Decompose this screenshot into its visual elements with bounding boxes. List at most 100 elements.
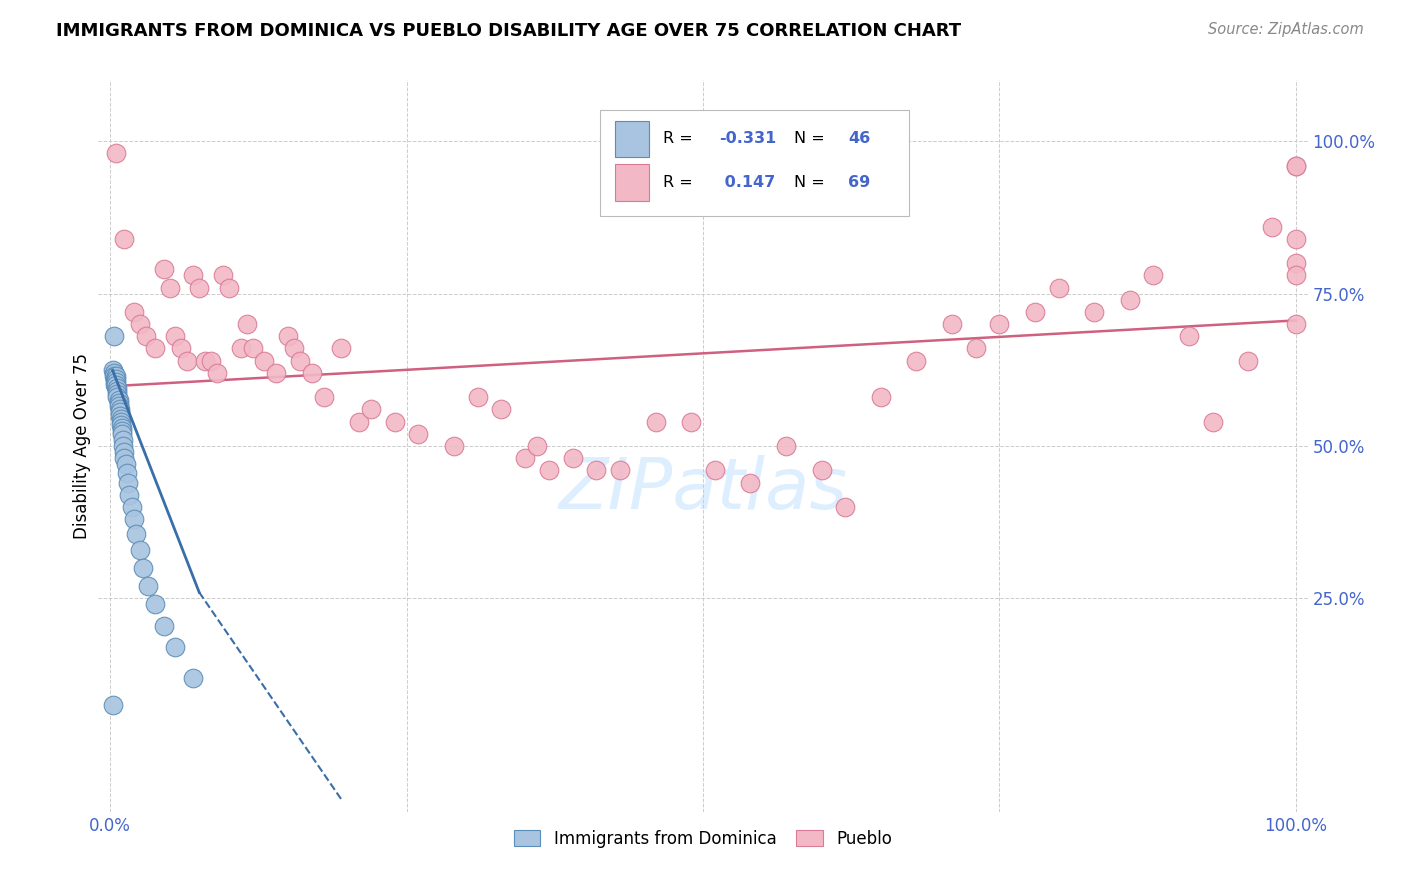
Text: Source: ZipAtlas.com: Source: ZipAtlas.com [1208, 22, 1364, 37]
Point [212, 268, 235, 283]
Point [205, 366, 228, 380]
Point [941, 317, 963, 331]
Point [135, 329, 157, 343]
Point [264, 366, 287, 380]
Text: 46: 46 [848, 131, 870, 146]
Point [360, 402, 382, 417]
Point [1285, 232, 1308, 246]
Point [561, 451, 583, 466]
Text: 0.147: 0.147 [718, 175, 775, 190]
Point [105, 390, 128, 404]
Point [181, 671, 204, 685]
Point [107, 396, 129, 410]
Text: -0.331: -0.331 [718, 131, 776, 146]
Point [122, 512, 145, 526]
Point [537, 463, 560, 477]
Point [330, 342, 353, 356]
Point [200, 353, 222, 368]
Point [1142, 268, 1164, 283]
Point [609, 463, 631, 477]
Point [170, 342, 193, 356]
Point [108, 405, 131, 419]
Point [165, 640, 187, 655]
Text: R =: R = [664, 131, 697, 146]
Point [122, 305, 145, 319]
FancyBboxPatch shape [614, 120, 648, 157]
FancyBboxPatch shape [614, 164, 648, 201]
Point [1237, 353, 1260, 368]
Point [143, 342, 166, 356]
Point [107, 400, 129, 414]
Point [105, 146, 128, 161]
Point [194, 353, 217, 368]
Point [1285, 159, 1308, 173]
Point [834, 500, 856, 514]
Point [108, 402, 131, 417]
Point [188, 280, 211, 294]
Point [117, 475, 139, 490]
Point [1285, 256, 1308, 270]
Point [105, 381, 128, 395]
Point [965, 342, 987, 356]
Point [988, 317, 1011, 331]
Point [218, 280, 240, 294]
Point [775, 439, 797, 453]
Point [105, 368, 128, 383]
Point [585, 463, 607, 477]
Point [118, 488, 141, 502]
Point [159, 280, 181, 294]
Point [110, 411, 132, 425]
Point [242, 342, 264, 356]
FancyBboxPatch shape [600, 110, 908, 216]
Point [103, 368, 125, 383]
Legend: Immigrants from Dominica, Pueblo: Immigrants from Dominica, Pueblo [508, 823, 898, 855]
Point [703, 463, 725, 477]
Point [740, 475, 762, 490]
Point [810, 463, 832, 477]
Point [312, 390, 335, 404]
Point [114, 445, 136, 459]
Point [114, 232, 136, 246]
Text: ZIPatlas: ZIPatlas [558, 456, 848, 524]
Point [408, 426, 430, 441]
Point [277, 329, 299, 343]
Point [526, 439, 548, 453]
Point [1285, 159, 1308, 173]
Point [129, 542, 152, 557]
Point [869, 390, 891, 404]
Text: R =: R = [664, 175, 697, 190]
Point [176, 353, 198, 368]
Point [384, 415, 406, 429]
Point [103, 329, 125, 343]
Y-axis label: Disability Age Over 75: Disability Age Over 75 [73, 353, 91, 539]
Point [105, 378, 128, 392]
Point [681, 415, 703, 429]
Point [515, 451, 537, 466]
Point [104, 378, 127, 392]
Point [115, 467, 138, 481]
Point [347, 415, 370, 429]
Point [235, 317, 257, 331]
Point [121, 500, 143, 514]
Point [905, 353, 928, 368]
Point [110, 415, 132, 429]
Point [104, 375, 127, 389]
Point [101, 363, 124, 377]
Point [1285, 317, 1308, 331]
Point [644, 415, 666, 429]
Point [125, 527, 148, 541]
Point [129, 317, 152, 331]
Point [1285, 268, 1308, 283]
Point [467, 390, 489, 404]
Point [103, 366, 125, 380]
Point [104, 372, 127, 386]
Point [1119, 293, 1142, 307]
Point [114, 451, 136, 466]
Point [165, 329, 187, 343]
Point [105, 384, 128, 399]
Text: N =: N = [793, 131, 830, 146]
Point [152, 619, 174, 633]
Point [1202, 415, 1225, 429]
Point [112, 433, 135, 447]
Point [112, 439, 135, 453]
